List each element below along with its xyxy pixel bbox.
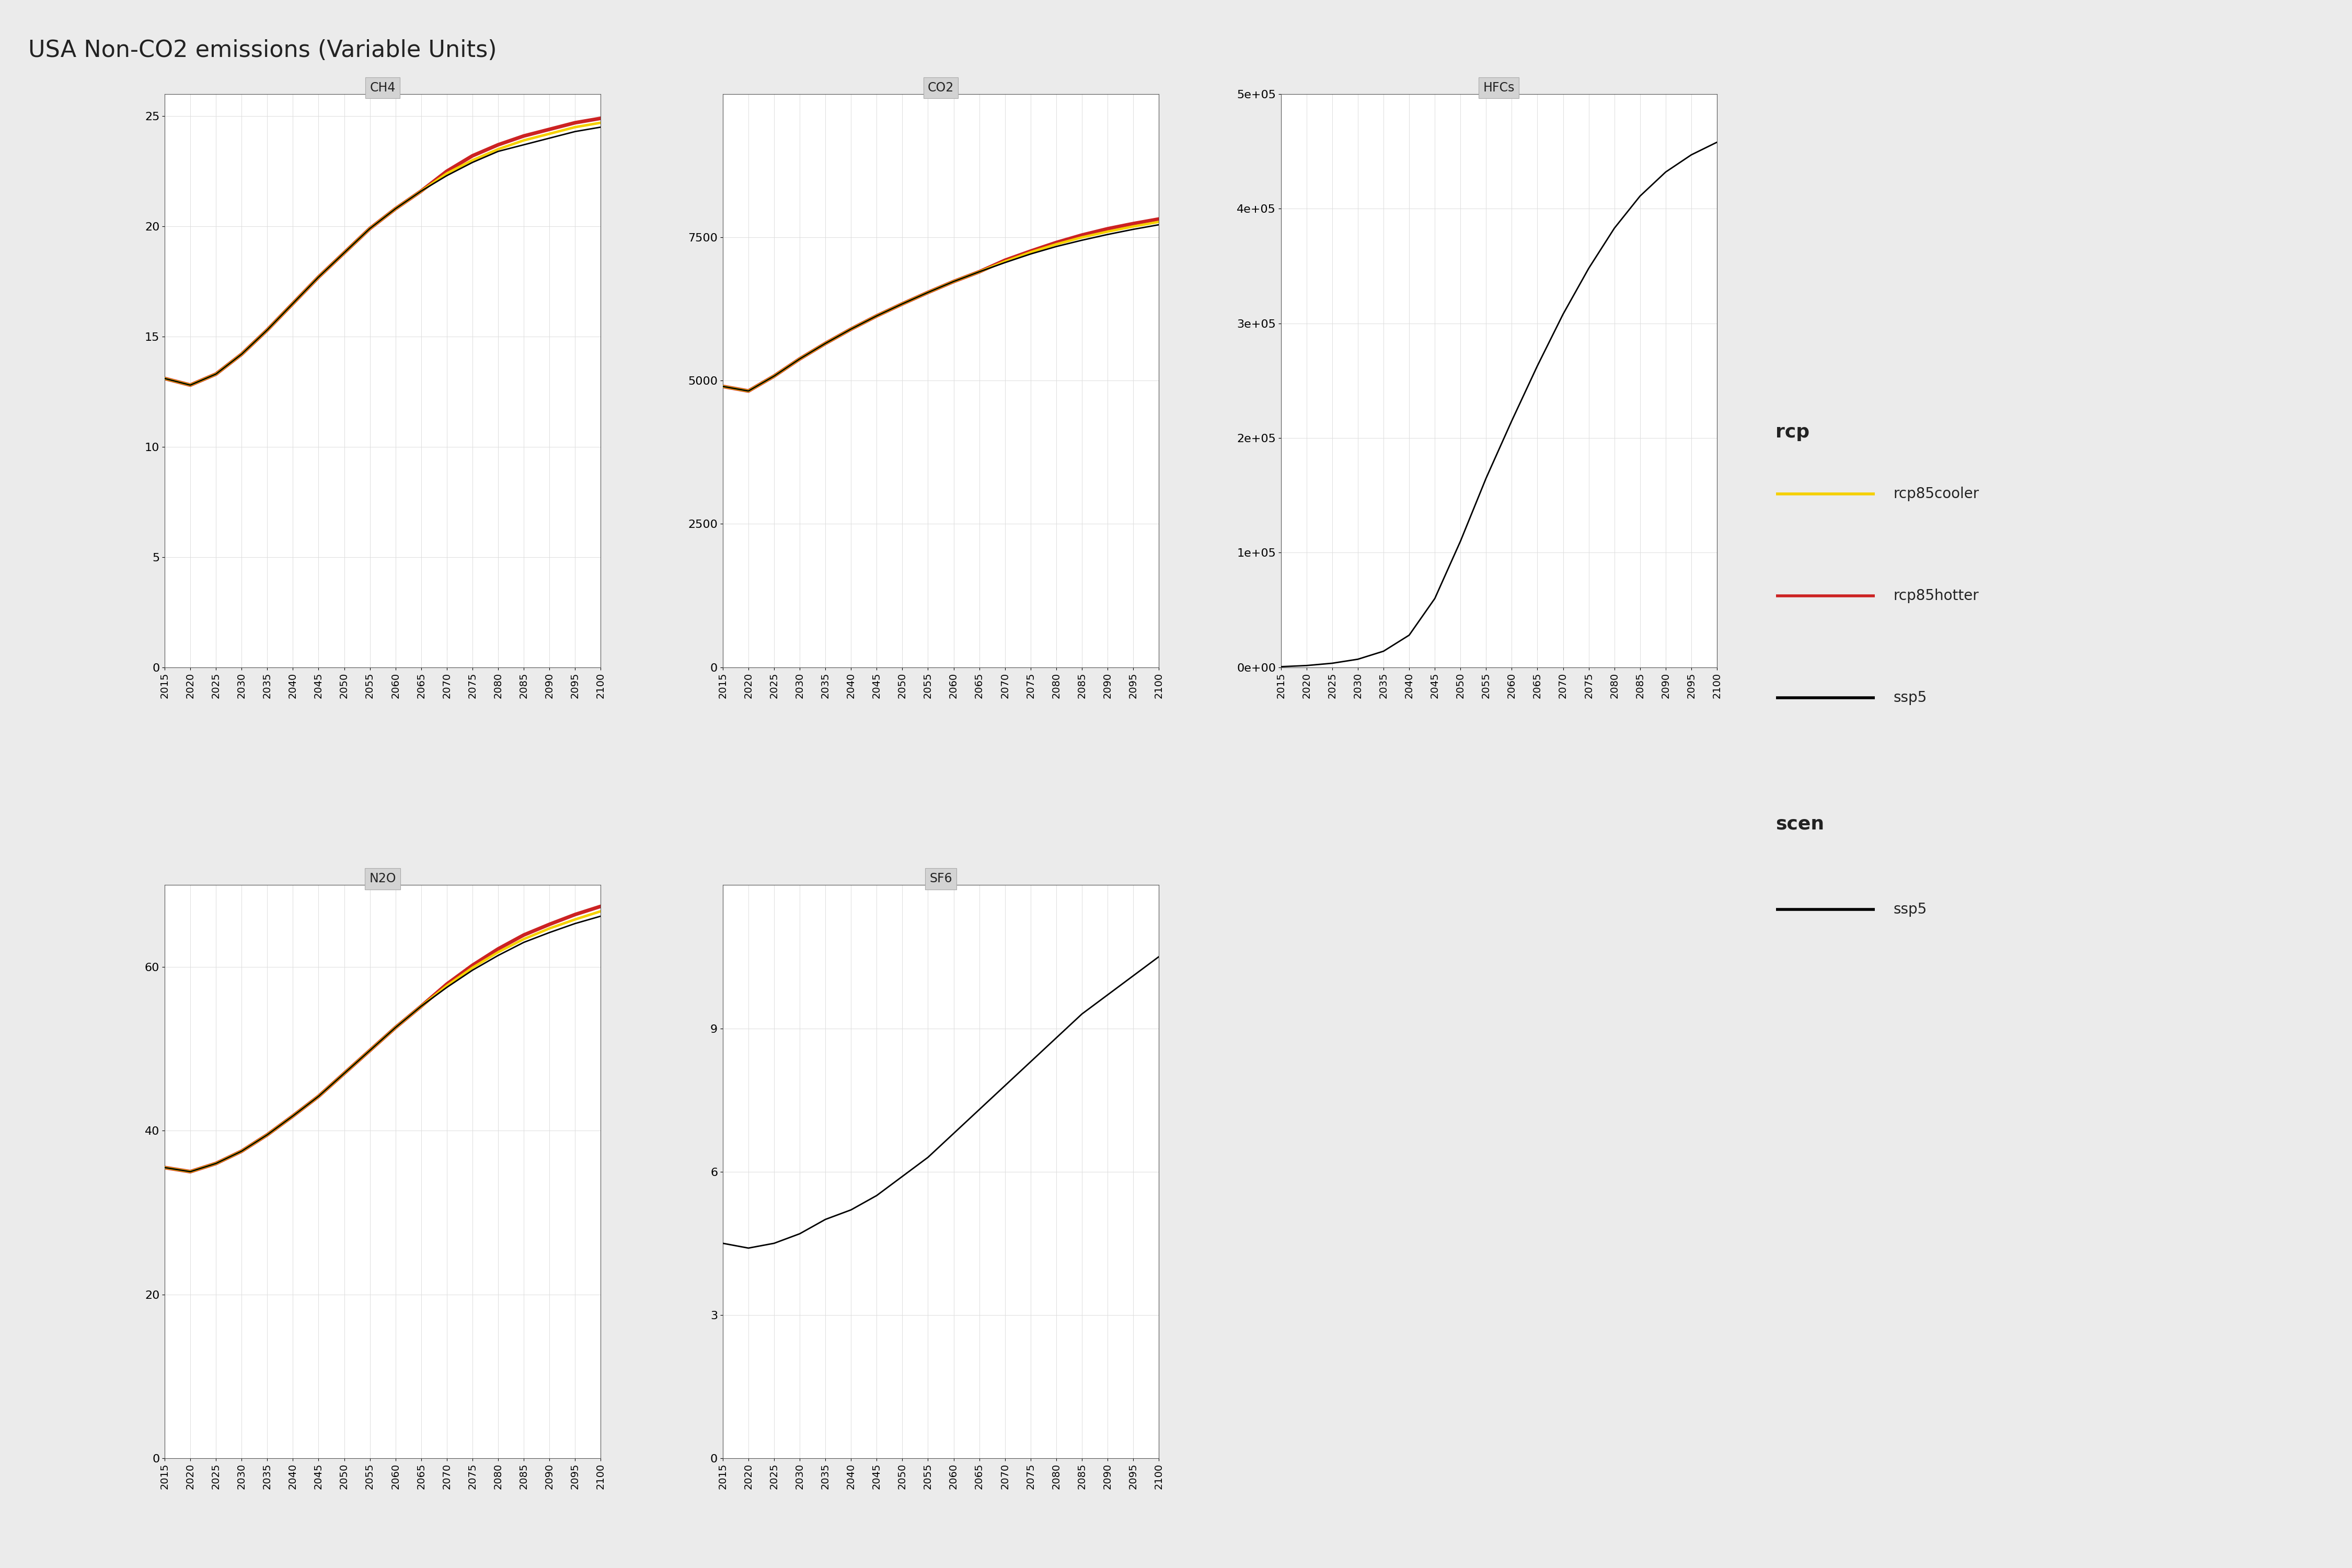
Text: HFCs: HFCs xyxy=(1484,82,1515,94)
Text: rcp: rcp xyxy=(1776,423,1809,441)
Text: SF6: SF6 xyxy=(929,872,953,884)
Text: USA Non-CO2 emissions (Variable Units): USA Non-CO2 emissions (Variable Units) xyxy=(28,39,496,61)
Text: rcp85hotter: rcp85hotter xyxy=(1893,588,1978,604)
Text: scen: scen xyxy=(1776,815,1825,833)
Text: rcp85cooler: rcp85cooler xyxy=(1893,486,1980,502)
Text: ssp5: ssp5 xyxy=(1893,690,1926,706)
Text: ssp5: ssp5 xyxy=(1893,902,1926,917)
Text: N2O: N2O xyxy=(369,872,395,884)
Text: CH4: CH4 xyxy=(369,82,395,94)
Text: CO2: CO2 xyxy=(927,82,955,94)
